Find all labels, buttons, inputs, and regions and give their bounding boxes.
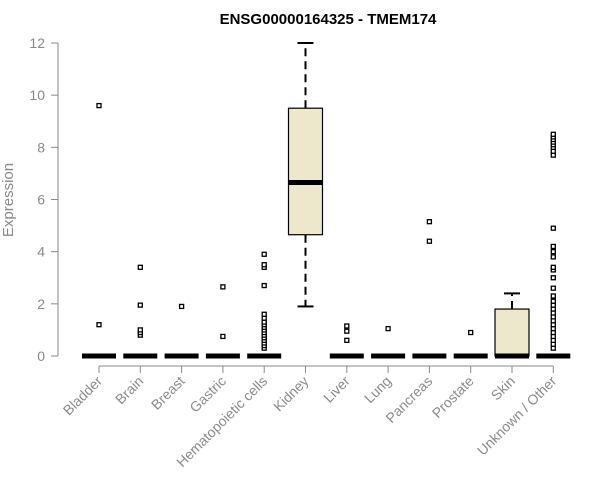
x-tick-label: Skin [488,373,519,404]
outlier-point [344,323,350,329]
x-tick-label: Lung [361,373,394,406]
outlier-point [220,284,226,290]
outliers [96,102,556,351]
boxes [82,42,571,359]
outlier-point [261,282,267,289]
box-kidney [287,42,324,308]
outlier-point [426,219,433,225]
box-skin [494,292,530,359]
outlier-point [137,302,143,308]
outlier-point [550,264,556,270]
x-tick-label: Brain [112,373,146,407]
x-tick-label: Kidney [270,373,312,415]
outlier-point [550,298,556,304]
outlier-point [96,322,102,328]
outlier-point [137,327,143,333]
outlier-point [220,333,226,340]
x-tick-label: Breast [148,373,188,413]
x-tick-label: Prostate [429,373,477,421]
y-tick-label: 12 [29,35,45,51]
y-tick-label: 8 [37,139,45,155]
outlier-point [344,328,350,334]
chart-title: ENSG00000164325 - TMEM174 [220,11,437,28]
outlier-point [550,249,556,255]
x-tick-label: Bladder [60,373,106,419]
outlier-point [385,325,391,332]
outlier-point [550,254,556,260]
outlier-point [96,102,102,109]
outlier-point [550,275,556,281]
outlier-point [178,303,185,310]
y-tick-label: 4 [37,244,45,260]
y-tick-label: 6 [37,192,45,208]
box-body [287,107,324,236]
y-tick-label: 2 [37,296,45,312]
box-body [494,308,530,357]
outlier-point [468,329,474,336]
outlier-point [550,243,556,250]
y-tick-label: 10 [29,87,45,103]
outlier-point [344,337,350,344]
outlier-point [550,285,556,291]
outlier-point [261,262,267,268]
outlier-point [261,251,267,257]
outlier-point [426,238,433,244]
outlier-point [137,264,143,270]
y-axis-label: Expression [0,163,17,237]
outlier-point [261,311,267,317]
y-tick-label: 0 [37,348,45,364]
x-tick-label: Liver [320,373,353,406]
outlier-point [550,225,556,231]
outlier-point [550,293,556,299]
outlier-point [550,131,556,137]
